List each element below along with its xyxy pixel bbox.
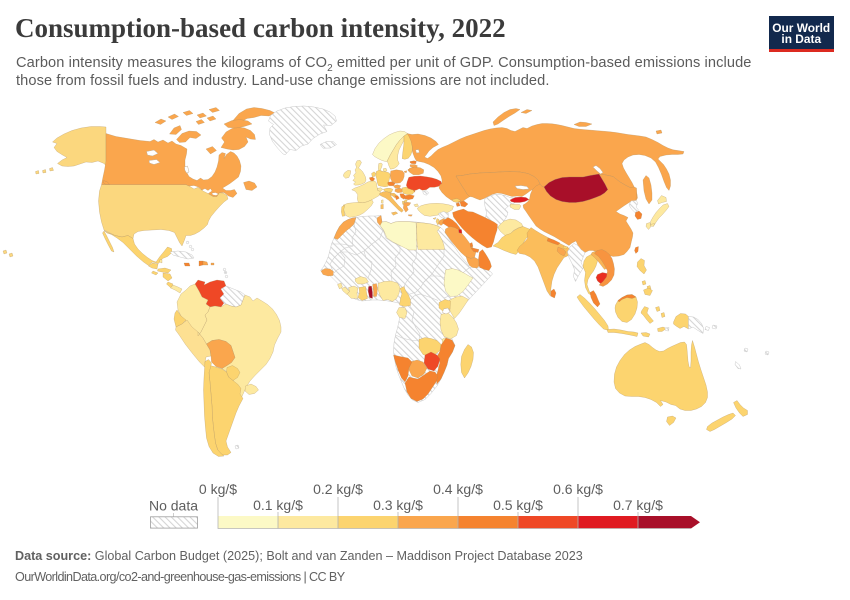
- svg-text:0.6 kg/$: 0.6 kg/$: [553, 481, 603, 497]
- svg-text:0.5 kg/$: 0.5 kg/$: [493, 497, 543, 513]
- svg-text:0.4 kg/$: 0.4 kg/$: [433, 481, 483, 497]
- svg-text:0.7 kg/$: 0.7 kg/$: [613, 497, 663, 513]
- svg-text:No data: No data: [149, 498, 198, 514]
- svg-text:0.2 kg/$: 0.2 kg/$: [313, 481, 363, 497]
- svg-text:0.1 kg/$: 0.1 kg/$: [253, 497, 303, 513]
- svg-text:0 kg/$: 0 kg/$: [199, 481, 237, 497]
- svg-text:0.3 kg/$: 0.3 kg/$: [373, 497, 423, 513]
